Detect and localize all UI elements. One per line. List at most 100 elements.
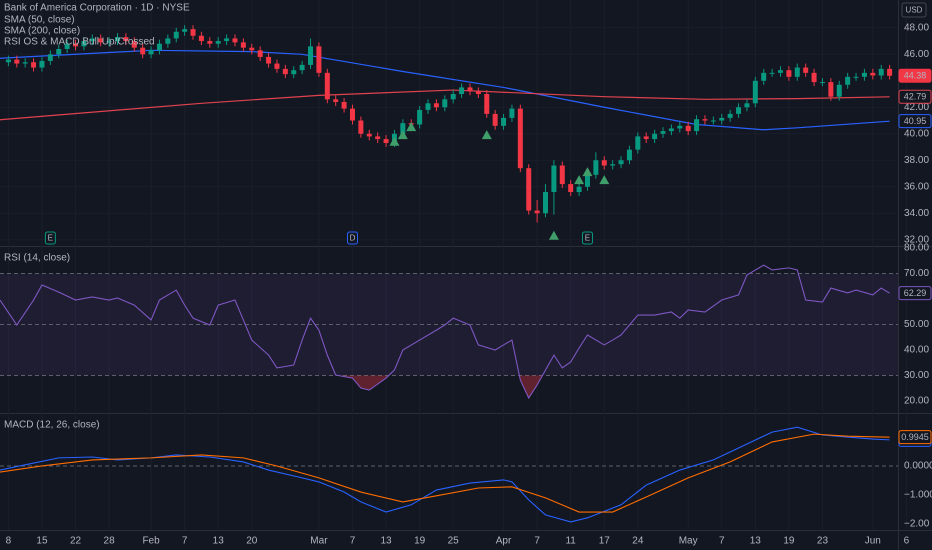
candle-body	[601, 160, 607, 166]
value-tag	[898, 286, 932, 301]
indicator-line	[0, 426, 890, 523]
candle-body	[727, 113, 733, 118]
y-tick-label: 70.00	[904, 268, 929, 279]
candle-body	[148, 50, 154, 55]
candle-body	[584, 174, 590, 187]
value-tag-label: 44.38	[904, 71, 927, 81]
x-tick-label: 7	[182, 536, 188, 547]
candle-body	[744, 103, 750, 108]
candle-body	[710, 120, 716, 122]
candle-body	[761, 72, 767, 81]
x-tick-label: 7	[534, 536, 540, 547]
chart-title: Bank of America Corporation · 1D · NYSE	[4, 3, 190, 14]
sma-line	[0, 49, 890, 131]
candle-body	[803, 67, 809, 73]
event-label: E	[585, 234, 590, 243]
candle-body	[492, 113, 498, 126]
x-tick-label: 13	[213, 536, 225, 547]
signal-marker	[548, 230, 559, 240]
x-tick-label: 8	[6, 536, 12, 547]
candle-body	[64, 43, 70, 49]
candle-body	[232, 38, 238, 43]
value-tag	[898, 89, 932, 104]
candle-body	[778, 70, 784, 73]
signal-marker	[574, 175, 585, 185]
candle-body	[593, 160, 599, 175]
candle-body	[400, 123, 406, 134]
candle-body	[89, 38, 95, 42]
x-tick-label: 22	[70, 536, 82, 547]
candle-body	[73, 43, 79, 47]
candle-body	[484, 94, 490, 114]
candle-body	[291, 70, 297, 75]
candle-body	[475, 91, 481, 95]
x-tick-label: 13	[750, 536, 762, 547]
candle-body	[442, 99, 448, 108]
legend-entry: SMA (200, close)	[4, 26, 80, 37]
candle-body	[215, 41, 221, 44]
candle-body	[333, 99, 339, 102]
candle-body	[576, 186, 582, 193]
legend-entry: RSI OS & MACD Bull Up/Crossed	[4, 37, 155, 48]
event-badge	[346, 231, 358, 245]
candle-body	[811, 72, 817, 83]
x-tick-label: Mar	[310, 536, 328, 547]
legend-entry: SMA (50, close)	[4, 15, 75, 26]
candle-body	[14, 59, 20, 64]
y-tick-label: 36.00	[904, 181, 929, 192]
pane-title: MACD (12, 26, close)	[4, 420, 100, 431]
candle-body	[517, 108, 523, 169]
candle-body	[39, 60, 45, 68]
candle-body	[853, 76, 859, 78]
candle-body	[56, 49, 62, 55]
candle-body	[316, 46, 322, 73]
candle-body	[652, 133, 658, 140]
candle-body	[660, 131, 666, 134]
x-tick-label: 28	[104, 536, 116, 547]
candle-body	[769, 72, 775, 74]
candle-body	[685, 125, 691, 132]
y-tick-label: 40.00	[904, 345, 929, 356]
candle-body	[568, 184, 574, 193]
candle-body	[324, 72, 330, 100]
candle-body	[752, 80, 758, 104]
indicator-line	[0, 433, 890, 513]
x-tick-label: 11	[565, 536, 576, 547]
candle-body	[383, 139, 389, 144]
candle-body	[123, 37, 129, 42]
candle-body	[668, 128, 674, 132]
candle-body	[677, 125, 683, 129]
x-tick-label: May	[679, 536, 698, 547]
candle-body	[887, 68, 893, 76]
candle-body	[836, 84, 842, 97]
candle-body	[794, 67, 800, 77]
candle-body	[198, 35, 204, 42]
signal-marker	[582, 167, 593, 177]
candle-body	[358, 120, 364, 134]
x-tick-label: 20	[246, 536, 258, 547]
candle-body	[249, 47, 255, 51]
candle-body	[131, 41, 137, 48]
event-badge	[44, 231, 56, 245]
x-tick-label: Apr	[496, 536, 512, 547]
sma-line	[0, 89, 890, 121]
candle-body	[702, 119, 708, 121]
value-tag-label: 0.9945	[901, 432, 929, 442]
axes: 8 15 22 28 Feb 7 13 20 Mar 7 13 19 25 Apr 7 11 17 24 May 7 1…	[4, 2, 932, 547]
y-tick-label: 34.00	[904, 208, 929, 219]
candle-body	[643, 136, 649, 140]
candle-body	[501, 117, 507, 126]
candle-body	[341, 101, 347, 109]
signal-marker	[481, 130, 492, 140]
y-tick-label: 50.00	[904, 319, 929, 330]
candle-body	[375, 136, 381, 140]
y-tick-label: 80.00	[904, 243, 929, 254]
candle-body	[618, 160, 624, 165]
candle-body	[106, 41, 112, 43]
value-tag-label: 62.29	[904, 288, 927, 298]
x-tick-label: 19	[414, 536, 426, 547]
x-tick-label: 7	[719, 536, 725, 547]
